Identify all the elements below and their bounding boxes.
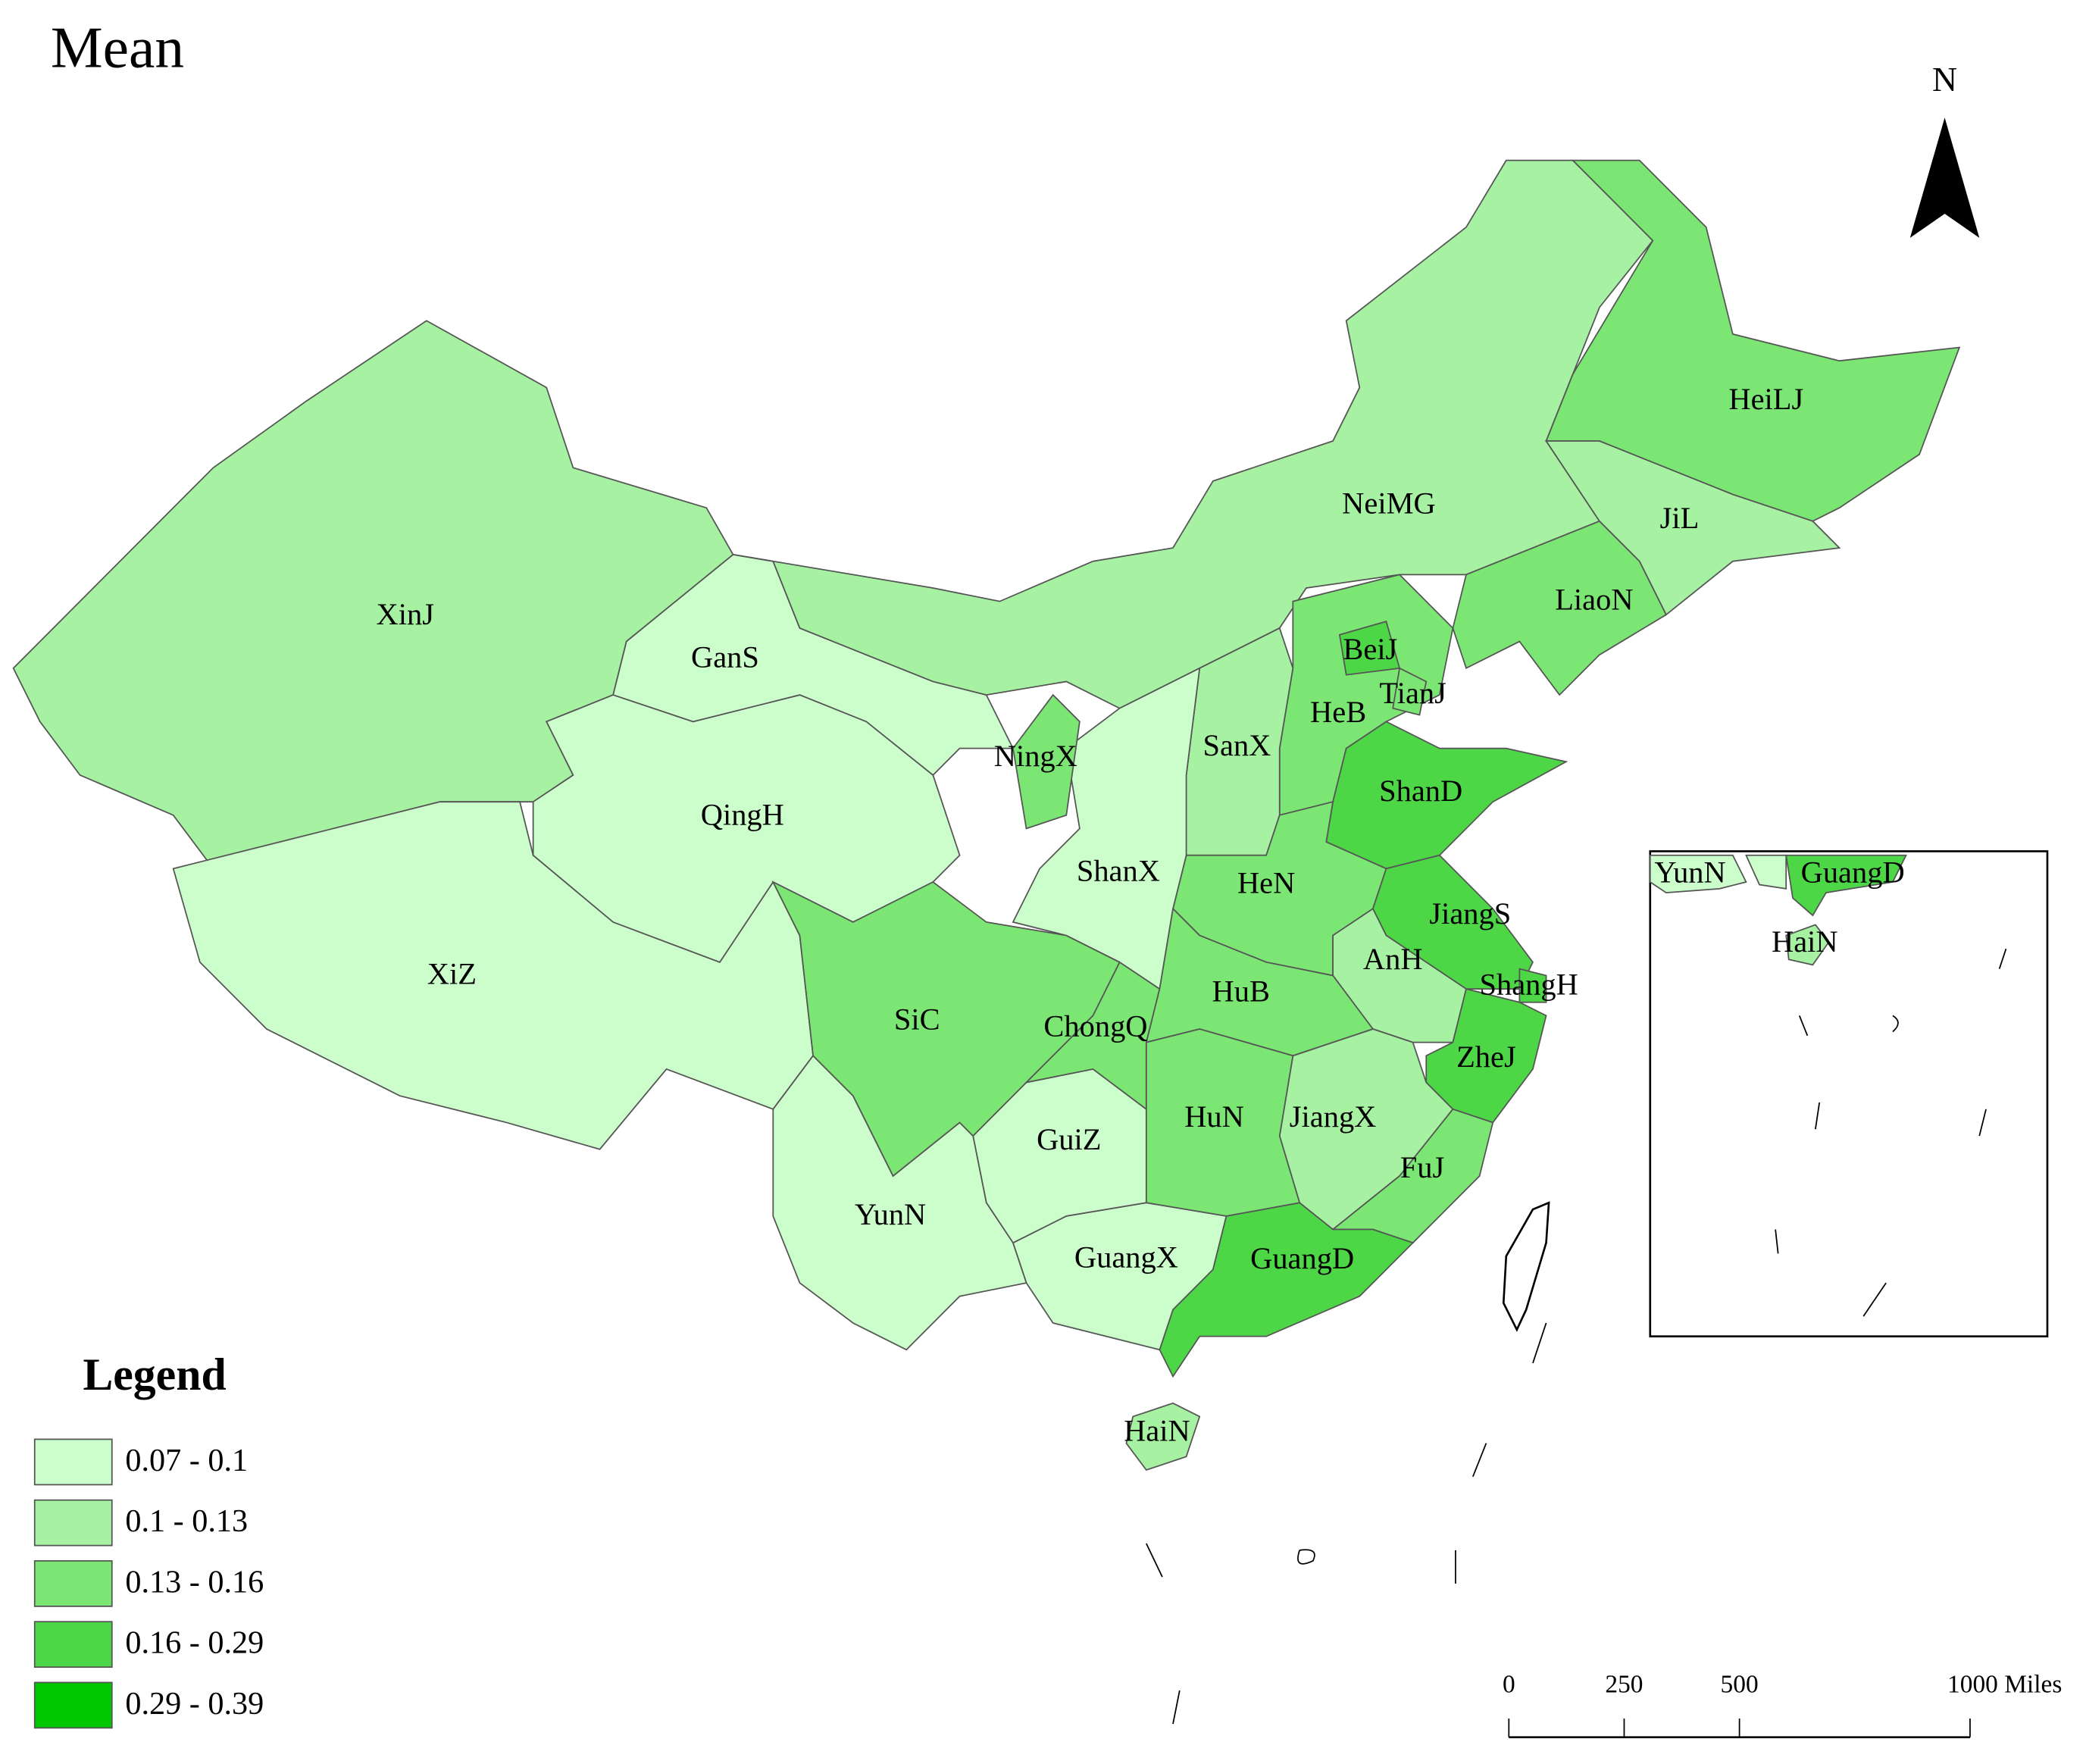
province (1012, 693, 1081, 830)
province-label: HeiLJ (1728, 382, 1803, 416)
legend-swatch (33, 1560, 113, 1607)
north-arrow (1909, 117, 1980, 238)
province-label: HeB (1310, 695, 1366, 729)
province-label: GuangX (1074, 1240, 1178, 1274)
province (1145, 1028, 1301, 1217)
province-label: GanS (691, 640, 759, 674)
map-title: Mean (51, 14, 184, 80)
province-label: GuangD (1250, 1241, 1354, 1275)
province (532, 694, 961, 963)
inset-hainan (1785, 924, 1830, 966)
inset-label: GuangD (1801, 855, 1905, 889)
inset-frame (1649, 850, 2049, 1337)
legend-label: 0.13 - 0.16 (125, 1564, 264, 1600)
province-label: TianJ (1379, 676, 1446, 710)
province-label: LiaoN (1555, 583, 1633, 617)
province-label: BeiJ (1343, 632, 1397, 666)
legend-label: 0.07 - 0.1 (125, 1443, 248, 1478)
province-label: HeN (1237, 866, 1295, 900)
province (1518, 968, 1547, 1003)
province-label: ShanD (1379, 774, 1462, 808)
legend-swatch (33, 1621, 113, 1669)
province-label: HaiN (1124, 1414, 1190, 1448)
province-label: JiangX (1290, 1099, 1377, 1134)
province (1392, 667, 1428, 716)
label-layer: XinJ XiZ QingH GanS NeiMG HeiLJ JiL LiaoN HeB Bei… (33, 382, 2062, 1737)
province-label: AnH (1363, 942, 1423, 976)
scale-label: 0 (1503, 1670, 1515, 1698)
province-layer (12, 159, 1961, 1472)
legend-swatch (33, 1499, 113, 1547)
province-label: ShanX (1077, 854, 1160, 888)
taiwan (1502, 1201, 1550, 1332)
legend-label: 0.16 - 0.29 (125, 1625, 264, 1661)
province-label: GuiZ (1037, 1122, 1101, 1156)
legend-label: 0.29 - 0.39 (125, 1686, 264, 1722)
province-label: HuB (1212, 974, 1270, 1008)
province (1452, 520, 1668, 696)
province-label: SiC (894, 1002, 940, 1036)
inset-islands (1775, 948, 2007, 1317)
inset-label: YunN (1654, 855, 1725, 889)
province (1125, 1402, 1201, 1472)
scale-label: 250 (1605, 1670, 1643, 1698)
province-label: HuN (1184, 1099, 1244, 1134)
province-label: JiL (1660, 501, 1700, 535)
legend-label: 0.1 - 0.13 (125, 1503, 248, 1539)
province-label: QingH (701, 798, 784, 832)
province-label: XinJ (377, 597, 434, 631)
province-label: FuJ (1400, 1150, 1444, 1184)
inset-yunnan (1649, 854, 1747, 894)
inset-label: HaiN (1772, 924, 1838, 959)
province-label: YunN (855, 1197, 926, 1231)
inset-guangxi (1745, 854, 1787, 890)
province-label: NingX (994, 739, 1077, 773)
legend-title: Legend (83, 1350, 226, 1400)
province-label: ShangH (1480, 968, 1578, 1002)
province-label: NeiMG (1342, 486, 1436, 521)
legend-swatch (33, 1438, 113, 1486)
province-label: ZheJ (1456, 1040, 1516, 1074)
inset-guangdong (1785, 854, 1907, 917)
province-label: ChongQ (1043, 1009, 1147, 1043)
province-label: SanX (1203, 728, 1271, 762)
scale-label: 1000 Miles (1947, 1670, 2062, 1698)
province-label: XiZ (427, 956, 477, 990)
scale-label: 500 (1721, 1670, 1759, 1698)
province-label: JiangS (1429, 896, 1511, 930)
north-label: N (1932, 60, 1957, 99)
legend-swatch (33, 1681, 113, 1729)
south-sea-islands (1146, 1322, 1547, 1725)
